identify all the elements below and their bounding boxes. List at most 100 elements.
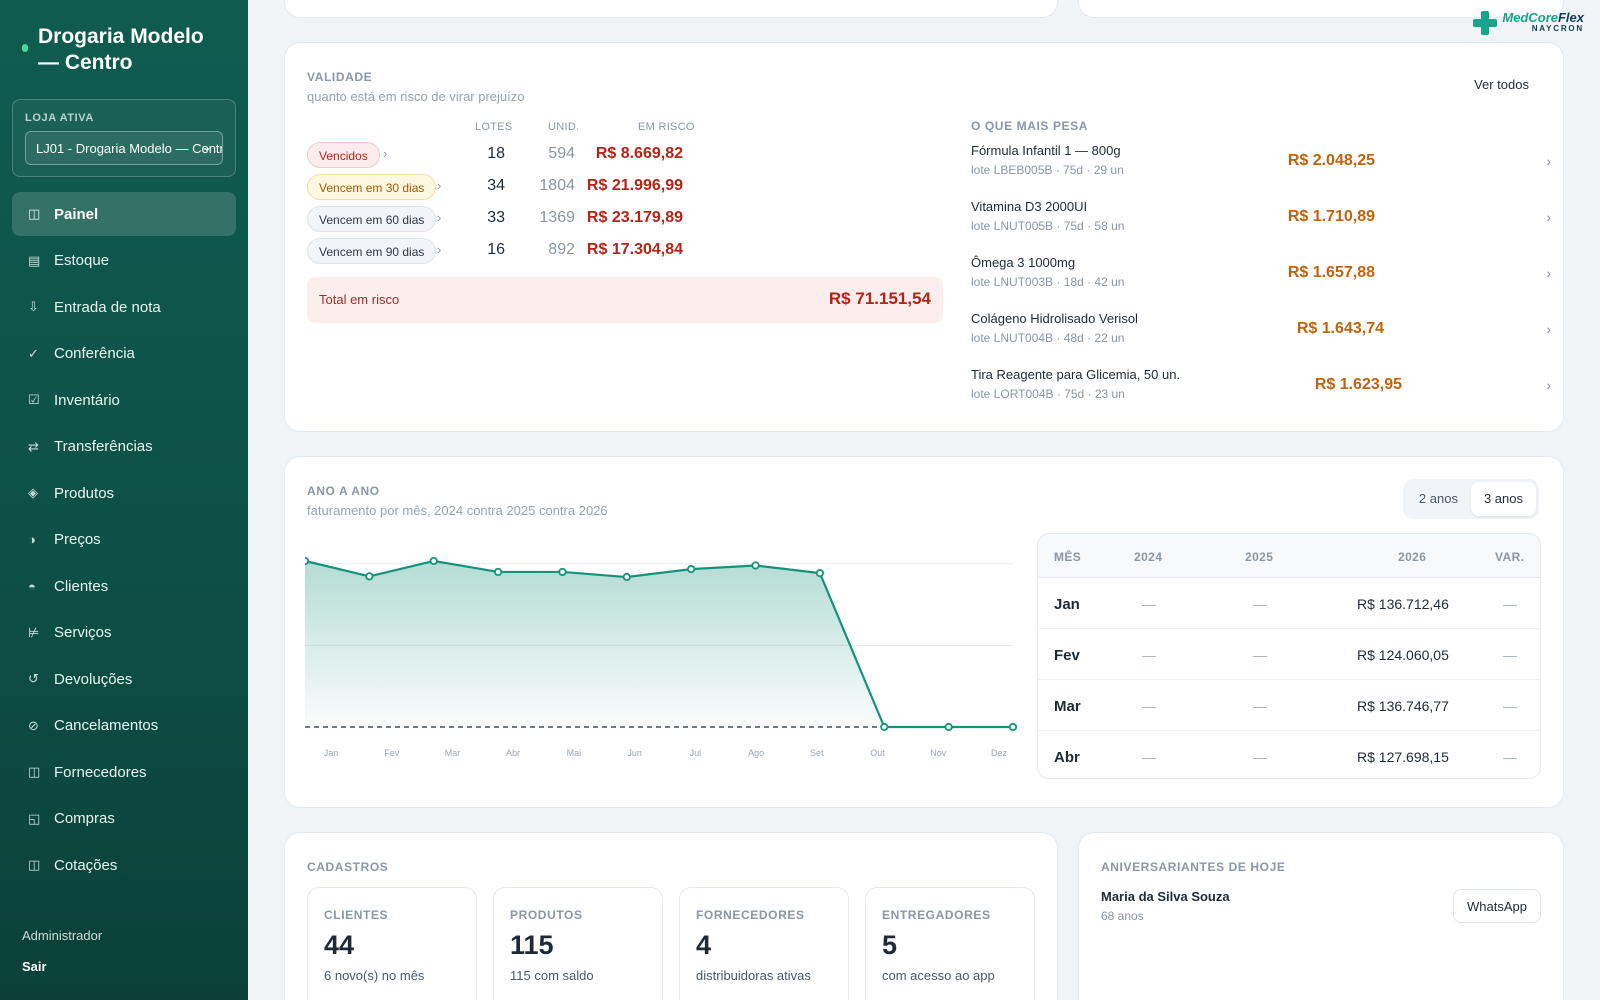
month-cell: Mar bbox=[1054, 698, 1081, 715]
stat-card-clientes[interactable]: CLIENTES 44 6 novo(s) no mês bbox=[307, 887, 477, 1000]
product-value: R$ 2.048,25 bbox=[1287, 152, 1375, 169]
product-lot: lote LORT004B · 75d · 23 un bbox=[971, 387, 1125, 401]
person-icon: ◓ bbox=[28, 578, 36, 594]
product-value: R$ 1.657,88 bbox=[1287, 264, 1375, 281]
sidebar-item-produtos[interactable]: ◈ Produtos bbox=[12, 471, 236, 515]
series-area bbox=[305, 560, 1013, 727]
sidebar-item-precos[interactable]: ◑ Preços bbox=[12, 518, 236, 562]
weigh-item[interactable]: Fórmula Infantil 1 — 800g lote LBEB005B … bbox=[971, 143, 1551, 189]
top-card-left bbox=[284, 0, 1058, 18]
sidebar-item-cancelamentos[interactable]: ⊘ Cancelamentos bbox=[12, 704, 236, 748]
y2025-cell: — bbox=[1253, 647, 1267, 663]
data-point-jun bbox=[622, 572, 631, 582]
whatsapp-button[interactable]: WhatsApp bbox=[1453, 889, 1541, 923]
validade-title: VALIDADE bbox=[307, 70, 373, 84]
store-brand: Drogaria Modelo — Centro bbox=[20, 24, 230, 76]
stat-sub: 6 novo(s) no mês bbox=[324, 968, 425, 983]
table-row: Fev — — R$ 124.060,05 — bbox=[1038, 629, 1540, 680]
y2024-cell: — bbox=[1142, 749, 1156, 765]
chevron-right-icon: › bbox=[1546, 209, 1551, 225]
toggle-2-years[interactable]: 2 anos bbox=[1418, 491, 1458, 506]
sidebar-item-painel[interactable]: ◫ Painel bbox=[12, 192, 236, 236]
stat-card-produtos[interactable]: PRODUTOS 115 115 com saldo bbox=[493, 887, 663, 1000]
validade-row-60[interactable]: Vencem em 60 dias › 33 1369 R$ 23.179,89 bbox=[307, 206, 707, 232]
weigh-item[interactable]: Tira Reagente para Glicemia, 50 un. lote… bbox=[971, 367, 1551, 413]
validade-row-vencidos[interactable]: Vencidos › 18 594 R$ 8.669,82 bbox=[307, 142, 707, 168]
sidebar-item-devolucoes[interactable]: ↺ Devoluções bbox=[12, 657, 236, 701]
var-cell: — bbox=[1503, 749, 1517, 765]
stat-label: ENTREGADORES bbox=[882, 908, 991, 922]
x-tick-label: Jan bbox=[324, 748, 339, 758]
sidebar-item-label: Estoque bbox=[54, 252, 110, 269]
download-icon: ⇩ bbox=[28, 299, 39, 314]
yoy-table: MÊS 2024 2025 2026 VAR. Jan — — R$ 136.7… bbox=[1037, 533, 1541, 779]
sidebar-item-cotacoes[interactable]: ◫ Cotações bbox=[12, 843, 236, 887]
risk-value: R$ 17.304,84 bbox=[586, 241, 683, 258]
total-risk-label: Total em risco bbox=[319, 292, 400, 307]
stat-card-fornecedores[interactable]: FORNECEDORES 4 distribuidoras ativas bbox=[679, 887, 849, 1000]
validade-row-30[interactable]: Vencem em 30 dias › 34 1804 R$ 21.996,99 bbox=[307, 174, 707, 200]
sidebar-item-entrada-de-nota[interactable]: ⇩ Entrada de nota bbox=[12, 285, 236, 329]
table-row: Mar — — R$ 136.746,77 — bbox=[1038, 680, 1540, 731]
sidebar-item-transferencias[interactable]: ⇄ Transferências bbox=[12, 425, 236, 469]
weigh-item[interactable]: Vitamina D3 2000UI lote LNUT005B · 75d ·… bbox=[971, 199, 1551, 245]
stat-sub: distribuidoras ativas bbox=[696, 968, 811, 983]
sidebar-item-label: Serviços bbox=[54, 624, 112, 641]
weigh-item[interactable]: Colágeno Hidrolisado Verisol lote LNUT00… bbox=[971, 311, 1551, 357]
header-2026: 2026 bbox=[1398, 550, 1427, 564]
revenue-chart: Jan Fev Mar Abr Mai Jun Jul Ago Set Out Nov Dez bbox=[305, 556, 1017, 758]
see-all-link[interactable]: Ver todos bbox=[1474, 77, 1529, 92]
risk-value: R$ 8.669,82 bbox=[595, 145, 683, 162]
status-badge[interactable]: Vencem em 30 dias bbox=[307, 174, 437, 200]
diamond-icon: ◈ bbox=[28, 485, 38, 500]
store-select[interactable]: LJ01 - Drogaria Modelo — Centro ⌄ bbox=[25, 131, 223, 165]
validade-row-90[interactable]: Vencem em 90 dias › 16 892 R$ 17.304,84 bbox=[307, 238, 707, 264]
stat-card-entregadores[interactable]: ENTREGADORES 5 com acesso ao app bbox=[865, 887, 1035, 1000]
sidebar-item-label: Transferências bbox=[54, 438, 153, 455]
panel-icon: ◫ bbox=[28, 206, 41, 221]
product-value: R$ 1.710,89 bbox=[1287, 208, 1375, 225]
stat-label: FORNECEDORES bbox=[696, 908, 805, 922]
store-select-value: LJ01 - Drogaria Modelo — Centro bbox=[36, 141, 223, 156]
logo-sub: NAYCRON bbox=[1531, 24, 1584, 33]
active-store-label: LOJA ATIVA bbox=[25, 112, 94, 124]
sidebar-item-label: Conferência bbox=[54, 345, 135, 362]
y2025-cell: — bbox=[1253, 749, 1267, 765]
product-lot: lote LNUT003B · 18d · 42 un bbox=[971, 275, 1125, 289]
sidebar-item-fornecedores[interactable]: ◫ Fornecedores bbox=[12, 750, 236, 794]
sidebar-item-conferencia[interactable]: ✓ Conferência bbox=[12, 332, 236, 376]
toggle-3-years[interactable]: 3 anos bbox=[1470, 482, 1536, 516]
stat-sub: 115 com saldo bbox=[510, 968, 594, 983]
data-point-abr bbox=[493, 567, 503, 577]
sidebar-item-compras[interactable]: ◱ Compras bbox=[12, 797, 236, 841]
month-cell: Fev bbox=[1054, 647, 1080, 664]
sidebar-item-label: Painel bbox=[54, 205, 99, 223]
logout-link[interactable]: Sair bbox=[22, 959, 47, 974]
data-point-fev bbox=[365, 572, 374, 581]
sidebar-item-inventario[interactable]: ☑ Inventário bbox=[12, 378, 236, 422]
sidebar-item-servicos[interactable]: ⊭ Serviços bbox=[12, 611, 236, 655]
status-badge[interactable]: Vencem em 90 dias bbox=[307, 238, 437, 264]
sidebar-item-label: Produtos bbox=[54, 484, 115, 502]
status-badge[interactable]: Vencidos bbox=[307, 142, 380, 168]
product-name: Fórmula Infantil 1 — 800g bbox=[971, 143, 1121, 158]
data-point-dez bbox=[1008, 722, 1017, 732]
quote-icon: ◫ bbox=[28, 857, 41, 872]
product-name: Colágeno Hidrolisado Verisol bbox=[971, 311, 1138, 326]
cancel-icon: ⊘ bbox=[28, 717, 39, 733]
sidebar-item-clientes[interactable]: ◓ Clientes bbox=[12, 564, 236, 608]
status-badge[interactable]: Vencem em 60 dias bbox=[307, 206, 437, 232]
lotes-value: 33 bbox=[487, 209, 505, 226]
supplier-icon: ◫ bbox=[28, 764, 41, 779]
logo-brand-b: Flex bbox=[1557, 10, 1584, 25]
y2025-cell: — bbox=[1253, 596, 1267, 612]
y2026-cell: R$ 127.698,15 bbox=[1357, 749, 1449, 765]
weigh-item[interactable]: Ômega 3 1000mg lote LNUT003B · 18d · 42 … bbox=[971, 255, 1551, 301]
col-unid: UNID. bbox=[548, 121, 580, 133]
y2025-cell: — bbox=[1253, 698, 1267, 714]
sidebar-item-estoque[interactable]: ▤ Estoque bbox=[12, 239, 236, 283]
unid-value: 1804 bbox=[539, 177, 575, 194]
year-over-year-card: ANO A ANO faturamento por mês, 2024 cont… bbox=[284, 456, 1564, 808]
checkbox-icon: ☑ bbox=[28, 392, 40, 407]
sidebar-item-label: Fornecedores bbox=[54, 763, 147, 781]
